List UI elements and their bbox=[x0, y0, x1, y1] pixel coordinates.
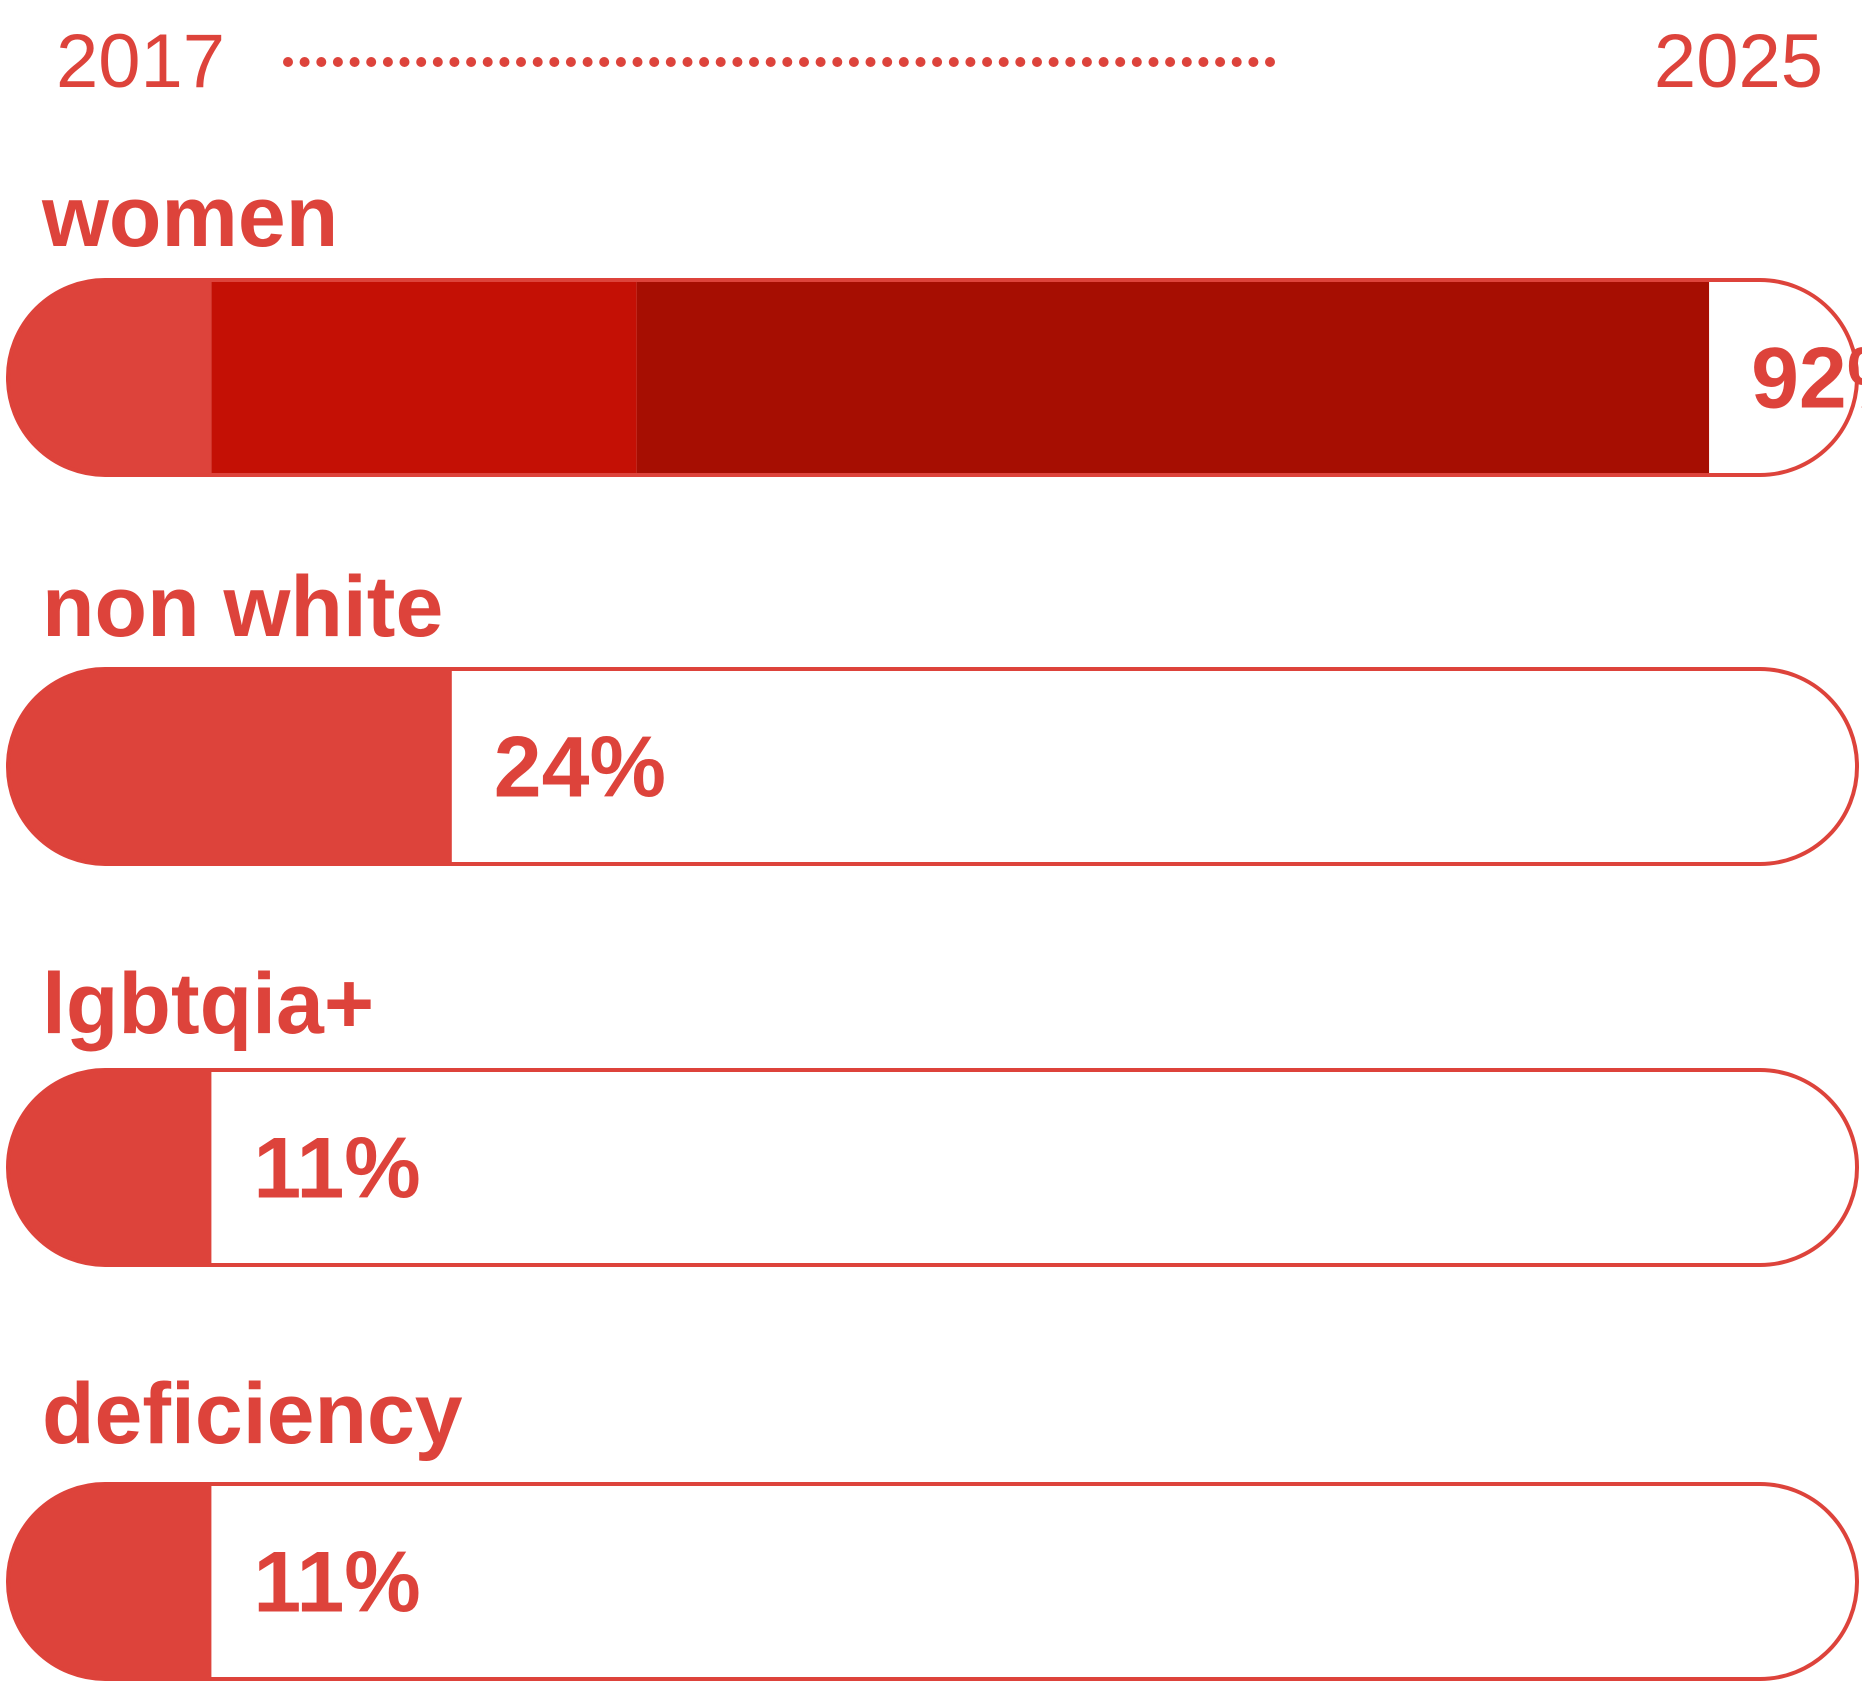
timeline-dot bbox=[1231, 57, 1242, 67]
timeline-dot bbox=[1131, 57, 1142, 67]
timeline-dot bbox=[366, 57, 377, 67]
timeline-dot bbox=[815, 57, 826, 67]
timeline-dot bbox=[898, 57, 909, 67]
bar-outline bbox=[6, 667, 1859, 866]
category-label: non white bbox=[42, 559, 443, 655]
bar-fill-group bbox=[8, 1070, 212, 1265]
bar-fill-segment-3 bbox=[636, 280, 1710, 475]
timeline-dot bbox=[932, 57, 943, 67]
timeline-dot bbox=[948, 57, 959, 67]
timeline-dot bbox=[349, 57, 360, 67]
timeline-dot bbox=[749, 57, 759, 67]
timeline-dot bbox=[1265, 57, 1275, 67]
timeline-dot bbox=[1032, 57, 1042, 67]
bar-fill-group bbox=[8, 280, 1710, 475]
timeline-dot bbox=[399, 57, 410, 67]
bar-outline bbox=[6, 278, 1859, 477]
timeline-dot bbox=[449, 57, 460, 67]
timeline-dot bbox=[599, 57, 610, 67]
timeline-dot bbox=[332, 57, 343, 67]
timeline-dot bbox=[1015, 57, 1026, 67]
bar-fill-group bbox=[8, 669, 452, 864]
category-label: deficiency bbox=[42, 1366, 463, 1462]
timeline-dot bbox=[965, 57, 976, 67]
timeline-dot bbox=[1115, 57, 1126, 67]
timeline-dot bbox=[1198, 57, 1209, 67]
bar-fill bbox=[8, 669, 452, 864]
bar-row-lgbtqia: lgbtqia+ 11% bbox=[6, 956, 1859, 1267]
timeline-dot bbox=[832, 57, 843, 67]
bar-outline bbox=[6, 1068, 1859, 1267]
timeline-dot bbox=[632, 57, 643, 67]
timeline-dot bbox=[516, 57, 526, 67]
end-year-label: 2025 bbox=[1654, 19, 1823, 104]
bar-row-non-white: non white 24% bbox=[6, 559, 1859, 866]
timeline-dot bbox=[732, 57, 743, 67]
timeline-dot bbox=[582, 57, 593, 67]
timeline-dot bbox=[1181, 57, 1192, 67]
timeline-dot bbox=[466, 57, 477, 67]
bar-row-women: women 92% bbox=[6, 169, 1862, 477]
timeline-dot bbox=[765, 57, 776, 67]
timeline-dot bbox=[1248, 57, 1259, 67]
timeline-dot bbox=[682, 57, 693, 67]
bar-track bbox=[8, 1070, 1857, 1265]
timeline-dot bbox=[1081, 57, 1092, 67]
timeline-dot bbox=[882, 57, 893, 67]
timeline-dot bbox=[715, 57, 726, 67]
timeline-dot bbox=[565, 57, 576, 67]
timeline-dot bbox=[316, 57, 327, 67]
timeline-dot bbox=[382, 57, 393, 67]
start-year-label: 2017 bbox=[56, 19, 225, 104]
bar-fill-segment-1 bbox=[8, 280, 212, 475]
bar-track bbox=[8, 1484, 1857, 1679]
timeline-dot bbox=[1098, 57, 1109, 67]
timeline-dot bbox=[499, 57, 510, 67]
category-label: lgbtqia+ bbox=[42, 956, 374, 1052]
timeline-dot bbox=[416, 57, 427, 67]
timeline-dot bbox=[299, 57, 310, 67]
timeline-dot bbox=[615, 57, 626, 67]
timeline-dot bbox=[699, 57, 710, 67]
bar-fill bbox=[8, 1070, 212, 1265]
timeline-dot bbox=[1165, 57, 1176, 67]
timeline-dot bbox=[998, 57, 1009, 67]
bar-fill bbox=[8, 1484, 212, 1679]
timeline-dot bbox=[665, 57, 676, 67]
timeline-dot bbox=[1148, 57, 1159, 67]
value-label: 11% bbox=[253, 1535, 420, 1631]
timeline-dot bbox=[782, 57, 793, 67]
bar-row-deficiency: deficiency 11% bbox=[6, 1366, 1859, 1681]
timeline-dot bbox=[915, 57, 926, 67]
timeline-dot bbox=[799, 57, 809, 67]
bar-fill-group bbox=[8, 1484, 212, 1679]
timeline-dot bbox=[432, 57, 443, 67]
bar-fill-segment-2 bbox=[211, 280, 637, 475]
timeline-dot bbox=[482, 57, 493, 67]
timeline-dotted-line bbox=[283, 57, 1275, 67]
timeline-dot bbox=[283, 57, 293, 67]
category-label: women bbox=[41, 169, 338, 265]
timeline-dot bbox=[982, 57, 993, 67]
timeline-dot bbox=[649, 57, 660, 67]
value-label: 11% bbox=[253, 1121, 420, 1217]
timeline-dot bbox=[1048, 57, 1059, 67]
timeline-dot bbox=[848, 57, 859, 67]
timeline-dot bbox=[1065, 57, 1076, 67]
timeline-dot bbox=[1215, 57, 1226, 67]
value-label: 92% bbox=[1751, 331, 1862, 427]
timeline-dot bbox=[865, 57, 876, 67]
timeline-dot bbox=[549, 57, 560, 67]
bar-outline bbox=[6, 1482, 1859, 1681]
timeline-dot bbox=[532, 57, 543, 67]
bar-track bbox=[8, 669, 1857, 864]
timeline-header: 2017 2025 bbox=[56, 19, 1823, 104]
value-label: 24% bbox=[494, 720, 666, 816]
